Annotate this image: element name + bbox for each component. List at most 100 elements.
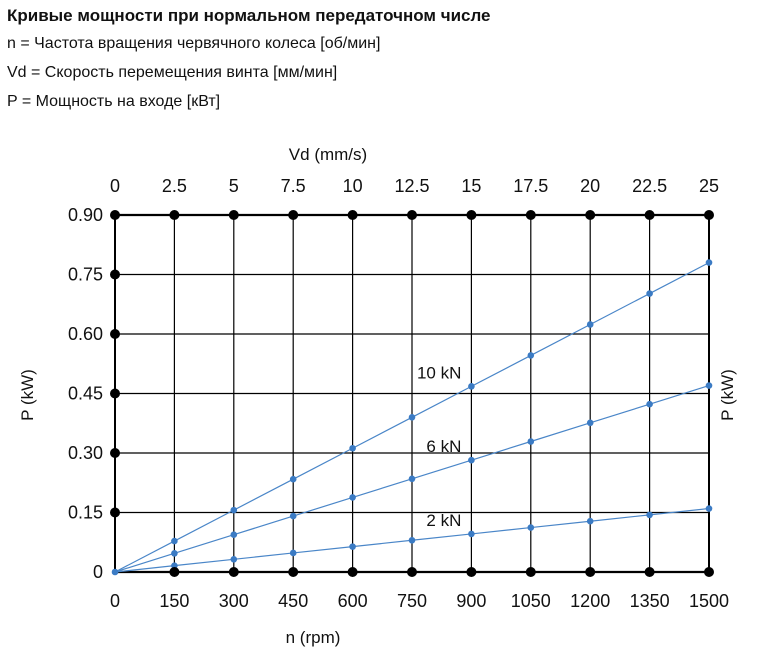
data-point: [289, 549, 297, 557]
data-point: [111, 568, 119, 576]
x-tick-label: 1500: [689, 591, 729, 611]
data-point: [289, 475, 297, 483]
data-point: [349, 444, 356, 452]
data-point: [527, 438, 535, 445]
axis-marker: [704, 567, 714, 577]
x-tick-label: 600: [338, 591, 368, 611]
x2-tick-label: 12.5: [394, 176, 429, 196]
data-point: [468, 530, 475, 538]
x-tick-label: 450: [278, 591, 308, 611]
data-point: [230, 531, 238, 539]
axis-marker: [407, 567, 417, 577]
axis-marker: [407, 210, 417, 220]
data-point: [289, 512, 297, 520]
x2-tick-label: 5: [229, 176, 239, 196]
x2-tick-label: 7.5: [281, 176, 306, 196]
data-point: [468, 383, 475, 390]
x2-tick-label: 0: [110, 176, 120, 196]
series-label: 6 kN: [426, 437, 461, 456]
axis-marker: [347, 210, 358, 220]
axis-marker: [169, 210, 180, 220]
x-tick-label: 1050: [511, 591, 551, 611]
data-point: [586, 419, 594, 427]
axis-marker: [169, 567, 180, 577]
axis-marker: [644, 567, 655, 577]
axis-marker: [644, 210, 655, 220]
y-tick-label: 0.30: [68, 443, 103, 463]
data-point: [468, 456, 475, 464]
axis-marker: [466, 567, 477, 577]
data-point: [171, 550, 178, 557]
data-point: [646, 400, 653, 408]
y-tick-label: 0.75: [68, 265, 103, 285]
axis-marker: [704, 210, 714, 220]
axis-marker: [525, 210, 536, 220]
data-point: [408, 536, 416, 544]
axis-marker: [110, 448, 120, 458]
y2-axis-label: P (kW): [718, 369, 737, 421]
chart-title: Кривые мощности при нормальном передаточ…: [7, 6, 491, 25]
x2-tick-label: 25: [699, 176, 719, 196]
x-tick-label: 150: [159, 591, 189, 611]
legend-line-p: P = Мощность на входе [кВт]: [7, 93, 221, 110]
data-point: [705, 382, 713, 389]
axis-marker: [525, 567, 536, 577]
axis-marker: [466, 210, 477, 220]
data-point: [349, 543, 356, 550]
y-tick-label: 0.60: [68, 324, 103, 344]
data-point: [705, 259, 713, 266]
data-point: [230, 506, 238, 514]
axis-marker: [347, 567, 358, 577]
axis-marker: [585, 567, 596, 577]
x-tick-label: 1350: [630, 591, 670, 611]
y-axis-label: P (kW): [18, 369, 37, 421]
y-tick-label: 0.15: [68, 503, 103, 523]
x2-tick-label: 20: [580, 176, 600, 196]
axis-marker: [228, 210, 239, 220]
series-label: 2 kN: [426, 511, 461, 530]
x2-tick-label: 15: [461, 176, 481, 196]
x-tick-label: 300: [219, 591, 249, 611]
axis-marker: [110, 329, 120, 339]
x2-tick-label: 22.5: [632, 176, 667, 196]
x2-tick-label: 10: [343, 176, 363, 196]
data-point: [705, 505, 713, 512]
data-point: [646, 290, 653, 297]
x-tick-label: 1200: [570, 591, 610, 611]
axis-marker: [110, 269, 120, 280]
axis-marker: [110, 388, 120, 399]
axis-marker: [110, 507, 120, 518]
y-tick-label: 0.45: [68, 384, 103, 404]
axis-marker: [288, 567, 299, 577]
data-point: [527, 352, 535, 359]
data-point: [586, 517, 594, 525]
data-point: [230, 556, 238, 563]
axis-marker: [288, 210, 299, 220]
data-point: [527, 524, 535, 531]
x2-tick-label: 2.5: [162, 176, 187, 196]
data-point: [646, 511, 653, 519]
legend-line-n: n = Частота вращения червячного колеса […: [7, 35, 381, 52]
axis-marker: [585, 210, 596, 220]
axis-marker: [228, 567, 239, 577]
x2-tick-label: 17.5: [513, 176, 548, 196]
data-point: [408, 414, 416, 421]
y-tick-label: 0: [93, 562, 103, 582]
legend-line-vd: Vd = Скорость перемещения винта [мм/мин]: [7, 64, 338, 81]
series-group: 10 kN 6 kN 2 kN: [111, 259, 713, 576]
x-axis-label: n (rpm): [286, 628, 341, 647]
x-tick-label: 750: [397, 591, 427, 611]
series-label: 10 kN: [417, 363, 461, 382]
axis-marker: [110, 210, 120, 220]
data-point: [408, 475, 416, 483]
x2-axis-label: Vd (mm/s): [289, 145, 367, 164]
data-point: [349, 494, 356, 501]
x-tick-label: 0: [110, 591, 120, 611]
x-tick-label: 900: [456, 591, 486, 611]
data-point: [171, 537, 178, 545]
axis-markers: [110, 210, 714, 577]
y-tick-label: 0.90: [68, 205, 103, 225]
data-point: [586, 321, 594, 328]
